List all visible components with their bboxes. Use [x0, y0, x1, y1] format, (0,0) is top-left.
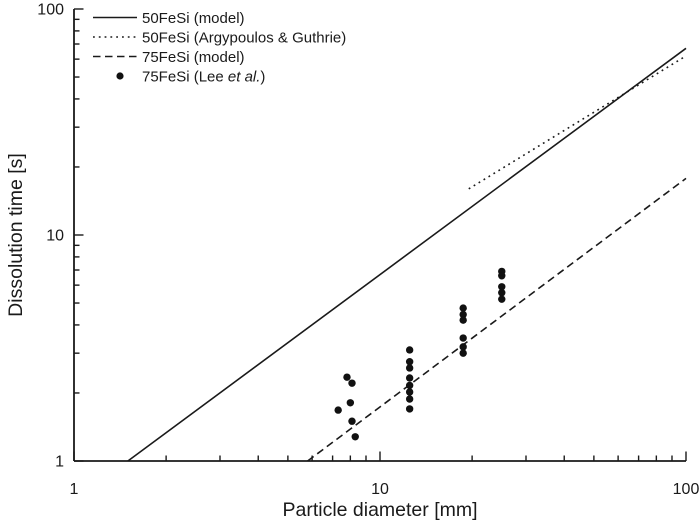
data-point-75fesi-lee-et-al: [343, 373, 351, 381]
data-point-75fesi-lee-et-al: [348, 379, 356, 387]
data-point-75fesi-lee-et-al: [405, 395, 414, 403]
data-point-75fesi-lee-et-al: [459, 334, 467, 342]
y-tick-label: 1: [55, 454, 64, 471]
y-tick-label: 100: [37, 2, 64, 19]
legend-label: 75FeSi (Lee et al.): [142, 69, 265, 86]
x-tick-label: 10: [371, 481, 389, 498]
series-50fesi-argypoulos-guthrie-line: [468, 55, 687, 190]
series-50fesi-model-line: [127, 47, 687, 462]
data-point-75fesi-lee-et-al: [346, 399, 355, 407]
data-point-75fesi-lee-et-al: [405, 364, 414, 372]
x-tick-label: 100: [673, 481, 700, 498]
data-point-75fesi-lee-et-al: [498, 289, 506, 297]
legend-marker-circle: [116, 72, 124, 80]
data-point-75fesi-lee-et-al: [405, 405, 414, 413]
data-point-75fesi-lee-et-al: [405, 358, 414, 366]
x-axis-title: Particle diameter [mm]: [282, 499, 477, 521]
data-point-75fesi-lee-et-al: [459, 304, 467, 312]
data-point-75fesi-lee-et-al: [405, 374, 414, 382]
legend-label: 50FeSi (model): [142, 10, 245, 27]
axes-layer: 1 10 100 1 10 100: [37, 2, 699, 499]
legend: 50FeSi (model) 50FeSi (Argypoulos & Guthr…: [93, 10, 346, 86]
data-point-75fesi-lee-et-al: [498, 283, 506, 291]
legend-label: 50FeSi (Argypoulos & Guthrie): [142, 30, 346, 47]
x-tick-label: 1: [70, 481, 79, 498]
data-point-75fesi-lee-et-al: [334, 406, 342, 414]
data-point-75fesi-lee-et-al: [459, 343, 467, 351]
data-point-75fesi-lee-et-al: [459, 349, 467, 357]
series-75fesi-model-line: [307, 177, 687, 462]
data-point-75fesi-lee-et-al: [498, 272, 506, 280]
y-tick-label: 10: [46, 228, 64, 245]
data-point-75fesi-lee-et-al: [459, 310, 467, 319]
legend-label: 75FeSi (model): [142, 49, 245, 66]
data-point-75fesi-lee-et-al: [405, 388, 414, 396]
series-layer: [127, 47, 687, 462]
data-point-75fesi-lee-et-al: [405, 346, 414, 354]
data-point-75fesi-lee-et-al: [351, 433, 359, 441]
data-point-75fesi-lee-et-al: [405, 381, 414, 390]
data-point-75fesi-lee-et-al: [348, 417, 356, 425]
y-axis-title: Dissolution time [s]: [5, 153, 27, 317]
data-point-75fesi-lee-et-al: [459, 316, 467, 324]
data-point-75fesi-lee-et-al: [498, 295, 506, 303]
